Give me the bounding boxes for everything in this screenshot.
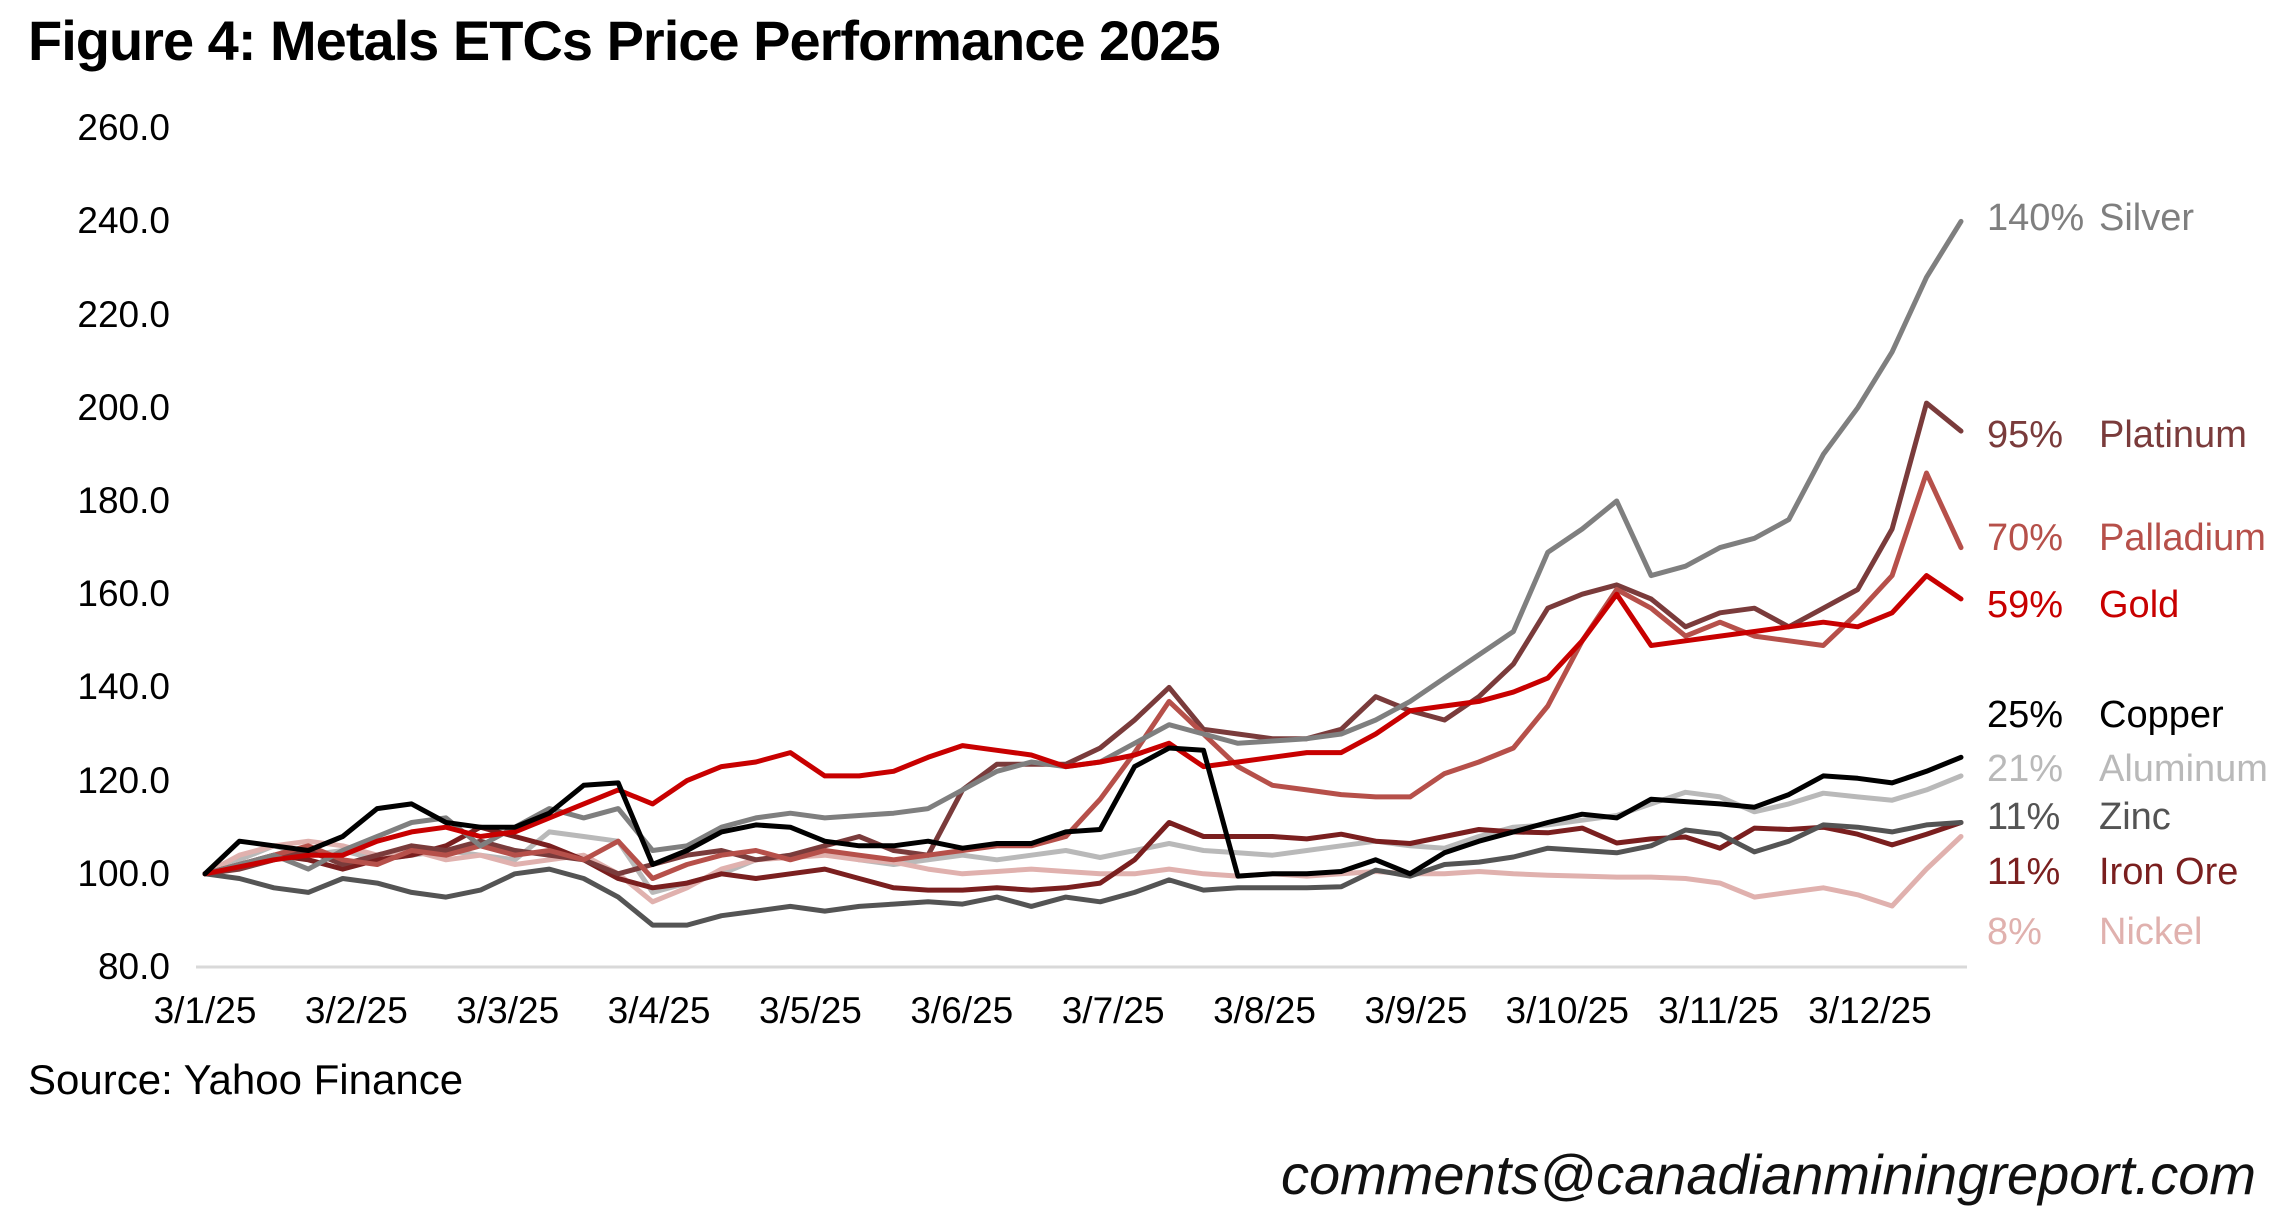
line-silver [202, 218, 1964, 877]
series-label-aluminum: 21% Aluminum [1987, 747, 2268, 791]
source-note: Source: Yahoo Finance [28, 1056, 464, 1103]
x-tick-label: 3/12/25 [1808, 990, 1932, 1031]
y-tick-label: 240.0 [77, 200, 170, 242]
series-pct: 70% [1987, 517, 2064, 559]
series-pct: 11% [1987, 851, 2061, 893]
series-name: Copper [2099, 694, 2224, 736]
x-tick-label: 3/5/25 [759, 990, 862, 1031]
y-tick-label: 220.0 [77, 293, 170, 335]
y-tick-label: 160.0 [77, 573, 170, 615]
contact-email: comments@canadianminingreport.com [1280, 1143, 2256, 1206]
series-name: Gold [2099, 584, 2180, 626]
series-pct: 59% [1987, 584, 2064, 626]
series-name: Aluminum [2099, 748, 2268, 790]
series-name: Nickel [2099, 911, 2203, 953]
line-nickel [202, 834, 1964, 909]
series-label-gold: 59% Gold [1987, 583, 2179, 627]
x-tick-label: 3/9/25 [1364, 990, 1468, 1031]
series-label-platinum: 95% Platinum [1987, 413, 2247, 457]
y-tick-label: 200.0 [77, 386, 170, 428]
x-tick-label: 3/6/25 [910, 990, 1014, 1031]
series-pct: 25% [1987, 694, 2064, 736]
line-gold [202, 573, 1964, 877]
y-tick-label: 140.0 [77, 666, 170, 708]
figure-title: Figure 4: Metals ETCs Price Performance … [28, 9, 1221, 72]
series-name: Platinum [2099, 414, 2247, 456]
series-pct: 140% [1987, 197, 2085, 239]
y-tick-label: 80.0 [97, 946, 170, 987]
x-tick-label: 3/4/25 [607, 990, 711, 1031]
x-tick-label: 3/7/25 [1061, 990, 1165, 1031]
series-name: Iron Ore [2099, 851, 2239, 893]
series-name: Palladium [2099, 517, 2266, 559]
series-pct: 8% [1987, 911, 2042, 953]
series-label-nickel: 8% Nickel [1987, 910, 2202, 954]
series-label-zinc: 11% Zinc [1987, 795, 2171, 839]
y-tick-label: 120.0 [77, 759, 170, 801]
x-tick-label: 3/2/25 [304, 990, 408, 1031]
y-tick-label: 260.0 [77, 107, 170, 149]
series-pct: 21% [1987, 748, 2064, 790]
series-label-palladium: 70% Palladium [1987, 516, 2266, 560]
series-pct: 95% [1987, 414, 2064, 456]
series-label-iron-ore: 11% Iron Ore [1987, 850, 2238, 894]
x-tick-label: 3/10/25 [1505, 990, 1629, 1031]
series-label-silver: 140% Silver [1987, 196, 2194, 240]
y-tick-label: 100.0 [77, 852, 170, 894]
series-label-copper: 25% Copper [1987, 693, 2224, 737]
x-tick-label: 3/8/25 [1213, 990, 1316, 1031]
series-name: Silver [2099, 197, 2195, 239]
line-copper [202, 745, 1964, 879]
line-platinum [202, 400, 1964, 877]
x-tick-label: 3/1/25 [153, 990, 257, 1031]
line-palladium [202, 470, 1964, 881]
x-tick-label: 3/3/25 [456, 990, 560, 1031]
series-pct: 11% [1987, 796, 2061, 838]
y-tick-label: 180.0 [77, 480, 170, 521]
line-zinc [202, 820, 1964, 928]
x-tick-label: 3/11/25 [1658, 990, 1779, 1031]
series-name: Zinc [2099, 796, 2171, 838]
